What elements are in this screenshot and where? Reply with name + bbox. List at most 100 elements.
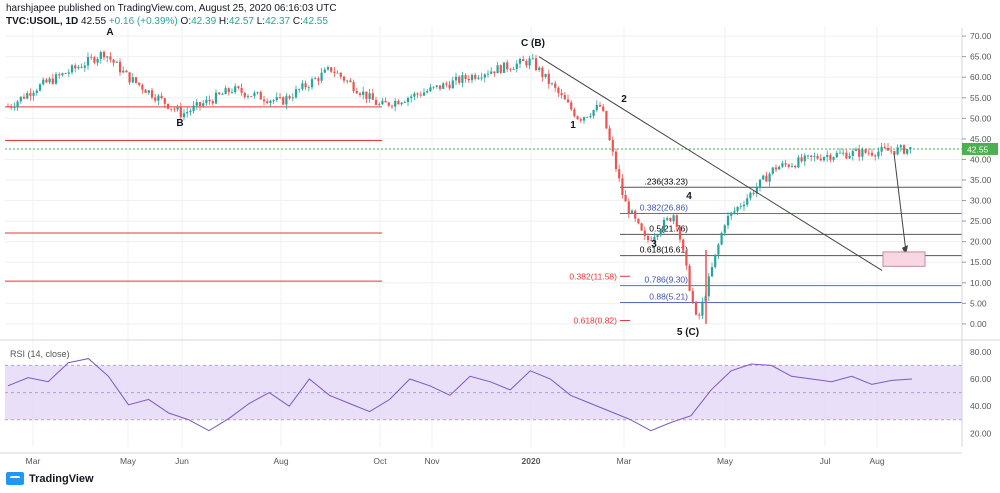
candle-body [730, 212, 733, 216]
tradingview-logo-icon [6, 472, 24, 485]
candle-body [93, 57, 96, 63]
candle-body [832, 157, 835, 160]
candle-body [205, 99, 208, 104]
candle-body [208, 99, 211, 102]
candle-body [435, 85, 438, 87]
candle-body [371, 93, 374, 100]
candle-body [122, 70, 125, 73]
candle-body [374, 99, 378, 105]
candle-body [275, 97, 278, 101]
candle-body [483, 74, 486, 78]
candle-body [240, 87, 243, 93]
candle-body [96, 58, 99, 63]
rsi-tick-label: 40.00 [970, 401, 992, 411]
rsi-band-fill [5, 365, 962, 420]
time-tick-label: Aug [869, 456, 884, 466]
price-tick-label: 35.00 [970, 175, 992, 185]
candle-body [342, 76, 346, 81]
candle-body [403, 101, 406, 103]
candle-body [256, 92, 259, 93]
candle-body [883, 146, 886, 148]
candle-body [250, 96, 253, 97]
candle-body [214, 92, 218, 104]
red-fib-label: 0.618(0.82) [574, 316, 618, 326]
candle-body [310, 79, 314, 88]
candle-body [867, 152, 870, 154]
candle-body [29, 93, 32, 96]
candle-body [211, 101, 214, 104]
candle-body [90, 56, 93, 58]
price-tick-label: 15.00 [970, 257, 992, 267]
candle-body [470, 74, 474, 81]
candle-body [662, 219, 666, 231]
symbol-ohlc-line: TVC:USOIL, 1D 42.55 +0.16 (+0.39%) O:42.… [6, 16, 328, 27]
candle-body [438, 85, 442, 89]
candle-body [48, 78, 51, 83]
candle-body [675, 215, 678, 227]
rsi-tick-label: 20.00 [970, 428, 992, 438]
candle-body [349, 80, 352, 83]
candle-body [605, 110, 608, 129]
candle-body [10, 106, 13, 108]
candle-body [691, 290, 694, 302]
candle-body [109, 56, 112, 60]
candle-body [909, 147, 912, 150]
candle-body [352, 82, 355, 91]
candle-body [192, 105, 195, 111]
wave-label: 1 [570, 120, 576, 131]
candle-body [365, 91, 368, 100]
last-price-label: 42.55 [967, 144, 989, 154]
drawings[interactable] [538, 56, 926, 271]
candle-body [790, 165, 794, 167]
tradingview-logo[interactable]: TradingView [6, 472, 94, 485]
rsi-title: RSI (14, close) [10, 349, 70, 359]
candle-body [54, 74, 58, 84]
candle-body [720, 232, 723, 245]
symbol-label[interactable]: TVC:USOIL, 1D [6, 16, 79, 27]
candle-body [426, 91, 429, 93]
horizontal-levels[interactable]: .236(33.23) 0.382(26.86) 0.5(21.76) 0.618(1… [5, 106, 962, 326]
price-tick-label: 45.00 [970, 134, 992, 144]
price-tick-label: 25.00 [970, 216, 992, 226]
candle-body [621, 178, 624, 195]
candle-body [579, 119, 582, 121]
candle-body [86, 56, 90, 66]
change-value: +0.16 (+0.39%) [108, 16, 178, 27]
candle-body [301, 83, 304, 90]
candle-body [307, 87, 310, 89]
candle-body [752, 192, 755, 194]
candle-body [134, 77, 138, 83]
open-value: 42.39 [191, 16, 217, 27]
candle-body [467, 78, 470, 81]
candle-body [797, 157, 800, 168]
candle-body [298, 89, 301, 90]
candle-body [355, 90, 358, 94]
price-tick-label: 65.00 [970, 52, 992, 62]
price-tick-label: 0.00 [970, 319, 987, 329]
candle-body [803, 155, 806, 162]
candle-body [16, 101, 19, 108]
candle-body [614, 151, 618, 170]
candle-body [682, 239, 685, 251]
candle-body [154, 97, 157, 101]
candle-body [598, 104, 602, 107]
candle-body [237, 86, 240, 88]
candle-body [51, 78, 54, 84]
candle-body [64, 73, 67, 75]
candle-body [710, 267, 714, 277]
candle-body [61, 73, 64, 76]
candle-body [282, 97, 285, 105]
candle-body [746, 198, 749, 205]
candle-body [182, 113, 186, 118]
candle-body [816, 156, 819, 159]
candle-body [742, 204, 746, 207]
candle-body [198, 102, 202, 106]
candle-body [592, 110, 595, 116]
candle-body [794, 165, 797, 168]
price-tick-label: 5.00 [970, 298, 987, 308]
candle-body [291, 97, 294, 99]
time-tick-label: Oct [373, 456, 387, 466]
candle-body [678, 226, 682, 240]
last-price-badge [962, 142, 998, 155]
